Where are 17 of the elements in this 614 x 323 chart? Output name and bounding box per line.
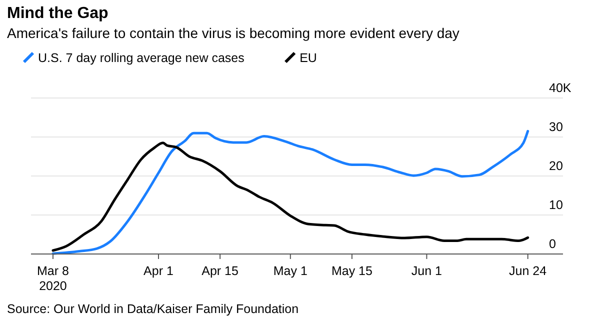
x-tick-label: Apr 1	[144, 264, 174, 278]
y-tick-label: 30	[549, 120, 563, 134]
x-tick-label: Jun 24	[509, 264, 547, 278]
legend-label: U.S. 7 day rolling average new cases	[38, 51, 244, 65]
chart-subtitle: America's failure to contain the virus is becoming more evident every day	[7, 25, 460, 41]
y-tick-label: 20	[549, 159, 563, 173]
source-note: Source: Our World in Data/Kaiser Family Foundation	[7, 302, 299, 316]
x-tick-label: Jun 1	[411, 264, 442, 278]
y-tick-label: 10	[549, 198, 563, 212]
chart-title: Mind the Gap	[7, 5, 109, 22]
y-tick-label: 40K	[549, 81, 572, 95]
x-tick-label: May 15	[331, 264, 372, 278]
y-tick-label: 0	[549, 237, 556, 251]
x-tick-label: Apr 15	[202, 264, 239, 278]
x-tick-label: Mar 8 2020	[37, 264, 70, 293]
legend-label: EU	[300, 51, 317, 65]
x-tick-label: May 1	[273, 264, 308, 278]
